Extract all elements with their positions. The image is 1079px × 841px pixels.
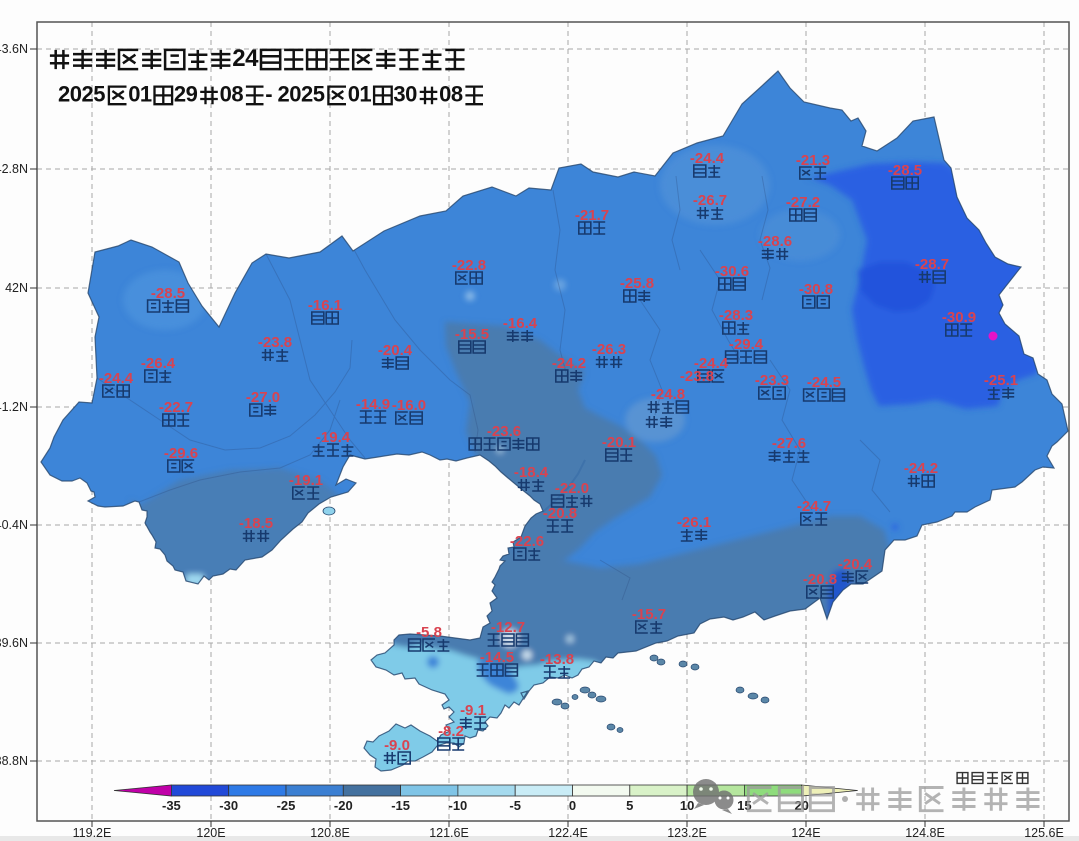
svg-text:-15: -15	[391, 798, 410, 813]
svg-text:-30: -30	[219, 798, 238, 813]
svg-text:-16.0: -16.0	[392, 397, 426, 414]
svg-text:122.4E: 122.4E	[548, 826, 588, 840]
svg-text:-14.9: -14.9	[356, 396, 390, 413]
svg-text:-9.1: -9.1	[460, 702, 486, 719]
svg-text:-25.8: -25.8	[620, 275, 654, 292]
svg-text:-19.1: -19.1	[289, 472, 323, 489]
svg-text:-22.8: -22.8	[452, 257, 486, 274]
svg-text:24: 24	[232, 45, 259, 72]
svg-text:42.8N: 42.8N	[0, 162, 28, 176]
svg-text:-24.8: -24.8	[651, 386, 685, 403]
svg-text:-24.4: -24.4	[690, 150, 725, 167]
svg-text:-23.8: -23.8	[680, 368, 714, 385]
svg-text:-25: -25	[277, 798, 296, 813]
svg-text:-23.8: -23.8	[258, 334, 292, 351]
svg-text:121.6E: 121.6E	[429, 826, 469, 840]
svg-text:40.4N: 40.4N	[0, 518, 28, 532]
svg-text:-28.6: -28.6	[758, 233, 792, 250]
svg-text:-21.7: -21.7	[575, 207, 609, 224]
svg-text:10: 10	[680, 798, 694, 813]
svg-text:2025: 2025	[278, 82, 325, 107]
svg-text:2025: 2025	[58, 82, 105, 107]
svg-text:-28.5: -28.5	[888, 162, 922, 179]
svg-text:-29.4: -29.4	[729, 336, 764, 353]
svg-text:-24.4: -24.4	[99, 370, 134, 387]
svg-text:39.6N: 39.6N	[0, 636, 28, 650]
svg-text:123.2E: 123.2E	[667, 826, 707, 840]
svg-text:-25.1: -25.1	[984, 372, 1018, 389]
svg-text:-26.4: -26.4	[141, 355, 176, 372]
svg-text:-24.2: -24.2	[904, 460, 938, 477]
svg-text:-21.3: -21.3	[796, 152, 830, 169]
svg-text:119.2E: 119.2E	[73, 826, 112, 840]
svg-text:120.8E: 120.8E	[310, 826, 350, 840]
svg-text:-30.8: -30.8	[799, 281, 833, 298]
svg-text:-28.5: -28.5	[151, 285, 185, 302]
svg-text:-22.7: -22.7	[159, 399, 193, 416]
svg-text:-16.4: -16.4	[503, 315, 538, 332]
svg-text:-18.5: -18.5	[239, 515, 273, 532]
svg-text:-30.6: -30.6	[715, 263, 749, 280]
svg-text:38.8N: 38.8N	[0, 754, 28, 768]
svg-text:-9.0: -9.0	[384, 737, 410, 754]
svg-text:0: 0	[569, 798, 576, 813]
svg-text:01: 01	[128, 82, 152, 107]
svg-text:-16.1: -16.1	[308, 297, 342, 314]
svg-text:-28.7: -28.7	[915, 256, 949, 273]
svg-text:5: 5	[626, 798, 633, 813]
svg-text:-24.4: -24.4	[694, 355, 729, 372]
svg-text:08: 08	[220, 82, 244, 107]
svg-text:-: -	[265, 82, 272, 107]
svg-text:29: 29	[174, 82, 198, 107]
svg-text:-15.5: -15.5	[455, 326, 489, 343]
svg-text:08: 08	[439, 82, 463, 107]
svg-text:-14.5: -14.5	[480, 649, 514, 666]
svg-text:-23.6: -23.6	[487, 423, 521, 440]
svg-text:-24.2: -24.2	[552, 355, 586, 372]
svg-text:-22.0: -22.0	[555, 480, 589, 497]
svg-text:-20.8: -20.8	[803, 571, 837, 588]
svg-text:-26.3: -26.3	[592, 341, 626, 358]
svg-text:-20.4: -20.4	[378, 342, 413, 359]
svg-text:120E: 120E	[196, 826, 225, 840]
svg-text:-8.2: -8.2	[438, 723, 464, 740]
svg-text:42N: 42N	[5, 281, 28, 295]
svg-text:-13.8: -13.8	[540, 651, 574, 668]
svg-text:-5: -5	[509, 798, 521, 813]
svg-text:-5.8: -5.8	[416, 624, 442, 641]
svg-text:41.2N: 41.2N	[0, 400, 28, 414]
svg-text:-12.7: -12.7	[491, 619, 525, 636]
svg-text:-28.3: -28.3	[719, 307, 753, 324]
svg-text:-20: -20	[334, 798, 353, 813]
svg-text:-26.7: -26.7	[693, 192, 727, 209]
svg-text:-30.9: -30.9	[942, 309, 976, 326]
svg-text:-20.4: -20.4	[838, 556, 873, 573]
svg-text:124E: 124E	[791, 826, 820, 840]
svg-text:-27.2: -27.2	[786, 194, 820, 211]
svg-text:-29.6: -29.6	[164, 445, 198, 462]
svg-text:125.6E: 125.6E	[1024, 826, 1064, 840]
svg-text:-10: -10	[449, 798, 468, 813]
svg-text:-15.7: -15.7	[632, 606, 666, 623]
svg-text:-18.4: -18.4	[514, 464, 549, 481]
svg-text:-20.1: -20.1	[602, 434, 636, 451]
svg-text:30: 30	[393, 82, 417, 107]
svg-text:-26.1: -26.1	[677, 514, 711, 531]
svg-text:-22.6: -22.6	[510, 533, 544, 550]
svg-text:-27.6: -27.6	[772, 435, 806, 452]
svg-text:01: 01	[348, 82, 372, 107]
svg-text:43.6N: 43.6N	[0, 42, 28, 56]
svg-text:-23.3: -23.3	[755, 372, 789, 389]
svg-text:-24.7: -24.7	[797, 498, 831, 515]
svg-text:-24.5: -24.5	[807, 374, 841, 391]
svg-text:-20.8: -20.8	[543, 505, 577, 522]
svg-text:-35: -35	[162, 798, 181, 813]
svg-text:-19.4: -19.4	[316, 429, 351, 446]
svg-text:124.8E: 124.8E	[905, 826, 945, 840]
svg-text:-27.0: -27.0	[246, 389, 280, 406]
